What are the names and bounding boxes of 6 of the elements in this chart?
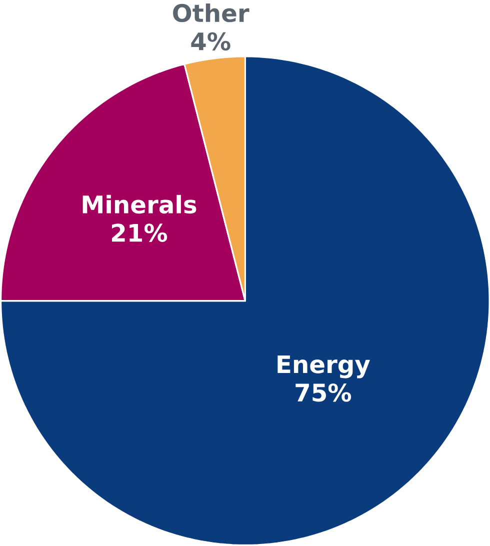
data-label: 75%: [295, 383, 351, 402]
slice-label: Other: [172, 3, 250, 22]
slice-label: Energy: [278, 355, 370, 378]
data-label: 21%: [112, 224, 167, 242]
data-label: 4%: [191, 32, 230, 51]
slice-label: Minerals: [82, 194, 196, 214]
